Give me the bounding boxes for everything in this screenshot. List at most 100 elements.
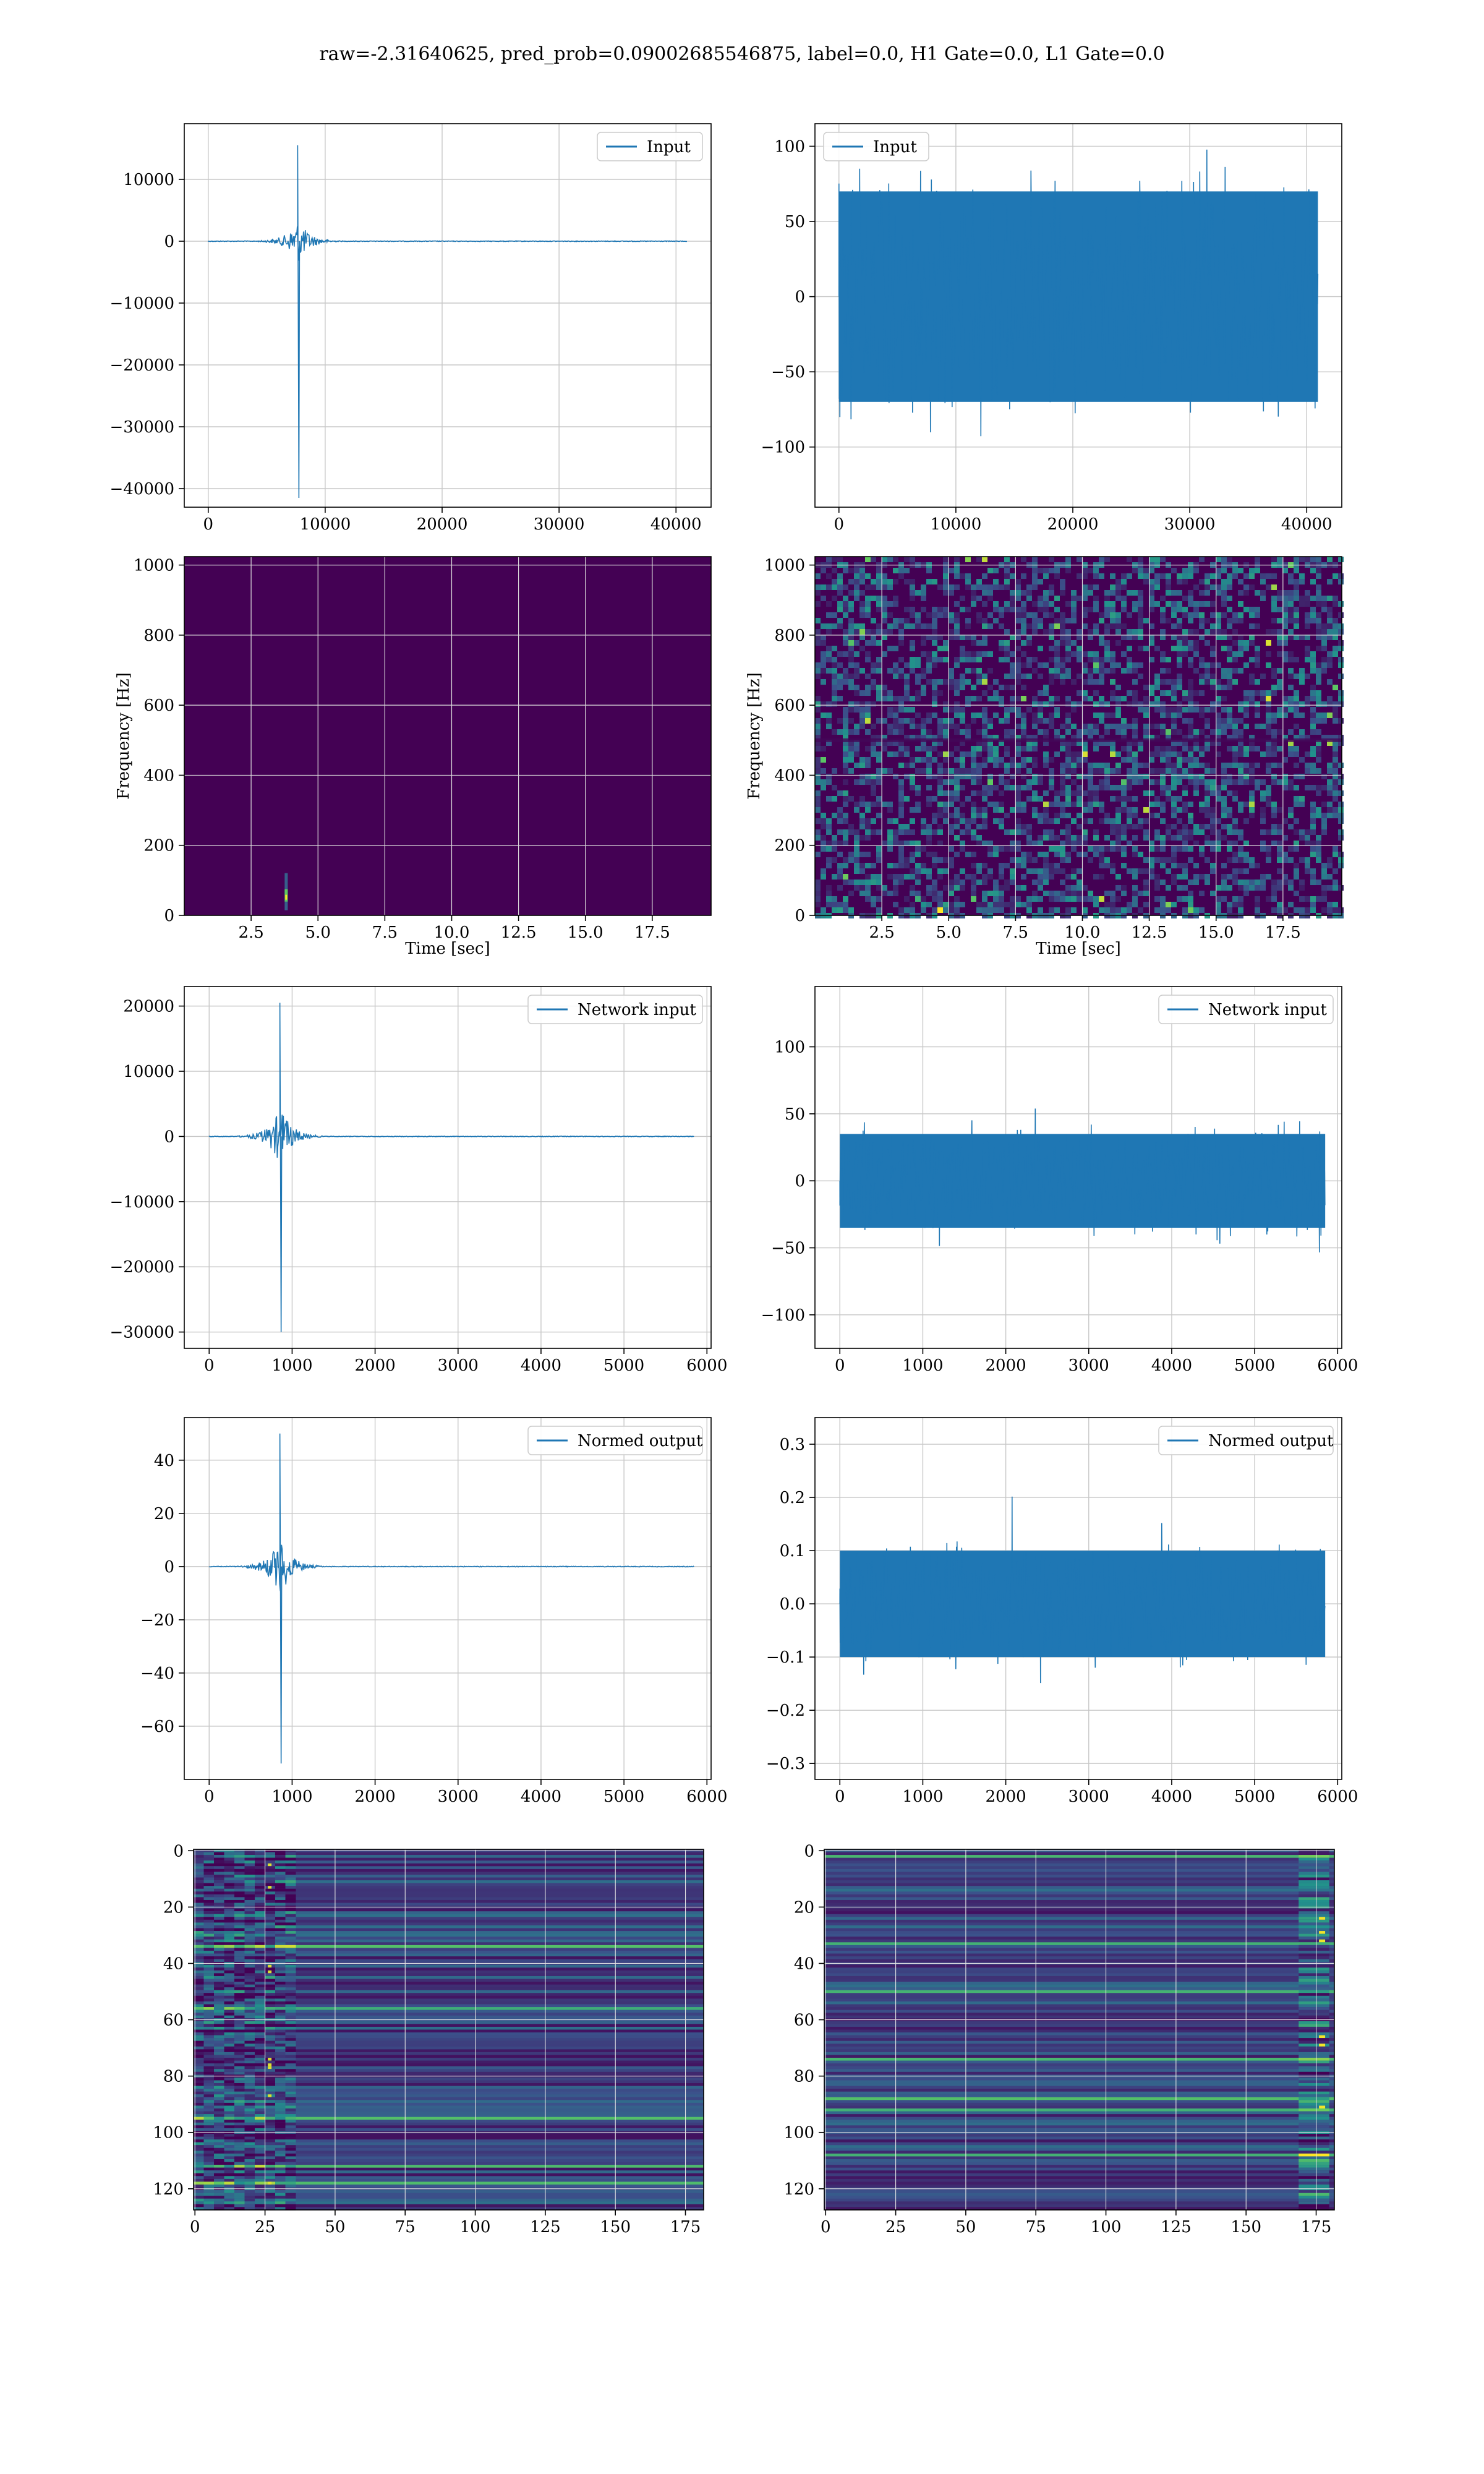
x-tick-label: 3000 [438, 1356, 479, 1375]
x-tick-label: 2.5 [869, 923, 894, 942]
x-tick-label: 0 [835, 1787, 845, 1806]
panel-p5: 0 1000 2000 3000 4000 5000 6000 20000 10000 0 −100… [110, 986, 727, 1375]
legend: Network input [1158, 995, 1334, 1024]
x-tick-label: 12.5 [1132, 923, 1167, 942]
y-tick-label: 800 [143, 627, 174, 645]
spectrogram-background [184, 557, 711, 915]
y-tick-label: 0 [164, 1128, 174, 1146]
legend: Input [823, 132, 929, 161]
axes-frame [814, 123, 1342, 508]
x-tick-label: 5000 [1234, 1787, 1275, 1806]
legend-label: Normed output [578, 1432, 703, 1450]
y-tick-label: 60 [163, 2011, 184, 2030]
y-tick-label: 0 [804, 1842, 814, 1860]
y-tick-label: 50 [785, 1105, 805, 1124]
y-tick-label: 100 [153, 2124, 184, 2142]
x-tick-label: 3000 [1068, 1356, 1109, 1375]
x-tick-label: 1000 [902, 1356, 943, 1375]
y-tick-label: 0.3 [780, 1436, 805, 1454]
panel-p2: 0 10000 20000 30000 40000 100 50 0 −50 −100 Input [761, 123, 1342, 534]
y-tick-label: −40 [140, 1664, 174, 1683]
x-tick-label: 20000 [1047, 515, 1099, 534]
y-tick-label: −10000 [110, 1193, 175, 1212]
panel-p7: 0 1000 2000 3000 4000 5000 6000 40 20 0 −20 −40 −60 N… [140, 1417, 727, 1806]
x-tick-label: 175 [1301, 2218, 1332, 2236]
x-tick-label: 15.0 [568, 923, 603, 942]
y-tick-label: 20000 [123, 998, 174, 1016]
y-tick-label: 120 [153, 2180, 184, 2199]
y-tick-label: −30000 [110, 1324, 175, 1342]
x-tick-label: 3000 [1068, 1787, 1109, 1806]
x-tick-label: 2000 [986, 1787, 1026, 1806]
x-tick-label: 2000 [355, 1356, 396, 1375]
x-tick-label: 25 [255, 2218, 275, 2236]
y-tick-label: 100 [783, 2124, 814, 2142]
x-tick-label: 10000 [931, 515, 982, 534]
x-tick-label: 2000 [355, 1787, 396, 1806]
y-tick-label: 0.0 [780, 1595, 805, 1614]
y-tick-label: 600 [143, 696, 174, 715]
legend-label: Network input [578, 1001, 696, 1019]
x-tick-label: 15.0 [1198, 923, 1234, 942]
y-tick-label: 60 [794, 2011, 814, 2030]
x-axis-label: Time [sec] [1036, 940, 1121, 958]
panel-p9: 0 25 50 75 100 125 150 175 0 20 40 60 80 100 120 [153, 1842, 704, 2236]
y-tick-label: −20000 [110, 1258, 175, 1277]
y-tick-label: 0 [164, 1558, 174, 1577]
y-tick-label: −30000 [110, 418, 175, 437]
x-tick-label: 5000 [603, 1787, 644, 1806]
x-tick-label: 0 [821, 2218, 831, 2236]
x-tick-label: 1000 [271, 1787, 312, 1806]
x-tick-label: 6000 [686, 1787, 727, 1806]
y-tick-label: 40 [794, 1954, 814, 1973]
y-tick-label: 80 [163, 2068, 184, 2086]
x-tick-label: 10000 [300, 515, 351, 534]
panel-p3: 2.5 5.0 7.5 10.0 12.5 15.0 17.5 1000 800 600 400 20… [114, 556, 712, 958]
x-tick-label: 0 [204, 1787, 215, 1806]
y-tick-label: −10000 [110, 294, 175, 313]
series-line [208, 1433, 694, 1764]
y-tick-label: 100 [774, 137, 805, 156]
x-tick-label: 50 [955, 2218, 976, 2236]
legend-label: Network input [1208, 1001, 1327, 1019]
y-tick-label: −60 [140, 1718, 174, 1736]
axes-frame [193, 1849, 704, 2211]
spectrogram-dark-line [815, 738, 1342, 742]
figure-title: raw=-2.31640625, pred_prob=0.09002685546… [319, 43, 1165, 65]
legend-label: Normed output [1208, 1432, 1334, 1450]
axes-frame [824, 1849, 1335, 2211]
y-tick-label: 0 [795, 1172, 805, 1191]
plot-area [184, 1418, 711, 1779]
x-tick-label: 4000 [521, 1787, 561, 1806]
y-tick-label: 40 [154, 1452, 174, 1470]
y-tick-label: −50 [771, 1239, 805, 1258]
x-tick-label: 10.0 [434, 923, 470, 942]
panel-p6: 0 1000 2000 3000 4000 5000 6000 100 50 0 −50 −100 Ne… [761, 986, 1358, 1375]
x-tick-label: 4000 [1151, 1356, 1192, 1375]
x-tick-label: 17.5 [1265, 923, 1301, 942]
y-tick-label: 200 [774, 837, 805, 855]
x-tick-label: 100 [1091, 2218, 1122, 2236]
y-tick-label: 50 [785, 213, 805, 231]
axes-frame [184, 556, 712, 916]
axes-frame [814, 1417, 1342, 1780]
x-tick-label: 25 [885, 2218, 906, 2236]
series-line [839, 1108, 1326, 1252]
legend-label: Input [647, 138, 691, 156]
x-tick-label: 150 [600, 2218, 631, 2236]
y-tick-label: 600 [774, 696, 805, 715]
plot-area [184, 124, 711, 507]
x-tick-label: 125 [1161, 2218, 1192, 2236]
legend: Network input [527, 995, 703, 1024]
y-tick-label: −20 [140, 1611, 174, 1630]
y-tick-label: −20000 [110, 356, 175, 375]
x-tick-label: 75 [1026, 2218, 1046, 2236]
axes-frame [814, 556, 1342, 916]
legend: Normed output [527, 1426, 703, 1455]
x-tick-label: 10.0 [1065, 923, 1101, 942]
x-tick-label: 12.5 [501, 923, 537, 942]
y-tick-label: 0 [173, 1842, 184, 1860]
y-tick-label: 80 [794, 2068, 814, 2086]
axes-frame [184, 1417, 712, 1780]
y-tick-label: 0 [164, 907, 174, 925]
